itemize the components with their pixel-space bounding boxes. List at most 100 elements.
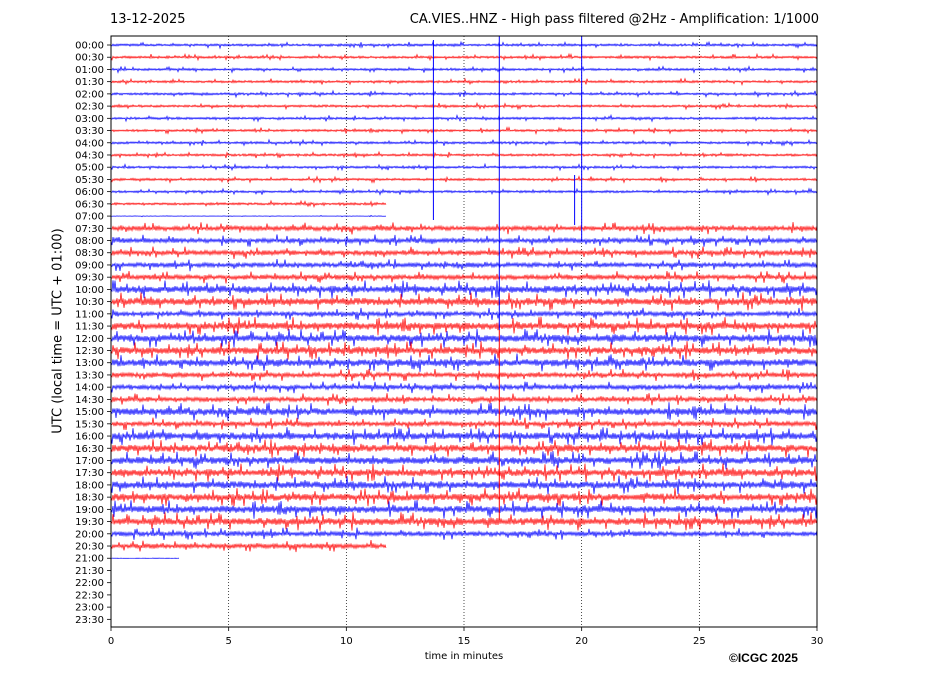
- trace-1930: [110, 512, 818, 531]
- y-tick-label-0430: 04:30: [75, 150, 104, 161]
- y-tick-label-0200: 02:00: [75, 89, 104, 100]
- trace-1400: [110, 381, 818, 394]
- y-tick-label-1900: 19:00: [75, 505, 104, 516]
- y-tick-label-0900: 09:00: [75, 260, 104, 271]
- y-tick-label-1800: 18:00: [75, 480, 104, 491]
- copyright-label: ©ICGC 2025: [729, 651, 798, 665]
- date-label: 13-12-2025: [110, 12, 186, 27]
- trace-0730: [110, 222, 818, 235]
- trace-1000: [110, 280, 818, 299]
- trace-1300: [110, 353, 818, 372]
- trace-1730: [110, 463, 818, 482]
- y-tick-label-2000: 20:00: [75, 529, 104, 540]
- y-tick-label-1000: 10:00: [75, 285, 104, 296]
- y-tick-label-1100: 11:00: [75, 309, 104, 320]
- trace-0600: [110, 187, 818, 196]
- x-tick-label-25: 25: [693, 636, 706, 647]
- trace-0500: [110, 162, 818, 172]
- y-tick-label-0000: 00:00: [75, 41, 104, 52]
- trace-1100: [110, 307, 818, 321]
- trace-0630: [110, 199, 387, 208]
- y-tick-label-0330: 03:30: [75, 126, 104, 137]
- y-tick-label-1830: 18:30: [75, 493, 104, 504]
- y-tick-label-0730: 07:30: [75, 224, 104, 235]
- trace-2030: [110, 539, 387, 553]
- trace-0130: [110, 77, 818, 87]
- trace-1430: [110, 393, 818, 406]
- trace-1700: [110, 451, 818, 470]
- y-tick-label-1730: 17:30: [75, 468, 104, 479]
- y-tick-label-0700: 07:00: [75, 212, 104, 223]
- y-tick-label-1630: 16:30: [75, 444, 104, 455]
- y-tick-label-1530: 15:30: [75, 419, 104, 430]
- trace-2000: [110, 527, 818, 540]
- vertical-gridlines: [228, 36, 700, 627]
- y-tick-label-2230: 22:30: [75, 590, 104, 601]
- x-tick-label-10: 10: [340, 636, 353, 647]
- y-tick-label-1030: 10:30: [75, 297, 104, 308]
- x-axis-label: time in minutes: [424, 651, 504, 662]
- y-tick-label-0830: 08:30: [75, 248, 104, 259]
- x-tick-label-5: 5: [225, 636, 231, 647]
- trace-1030: [110, 292, 818, 311]
- trace-1130: [110, 316, 818, 336]
- trace-1630: [110, 439, 818, 458]
- trace-0700: [110, 214, 387, 218]
- y-tick-label-0530: 05:30: [75, 175, 104, 186]
- trace-0000: [110, 40, 818, 50]
- chart-title: CA.VIES..HNZ - High pass filtered @2Hz -…: [409, 12, 819, 27]
- event-spikes: [432, 36, 583, 520]
- y-tick-label-0630: 06:30: [75, 199, 104, 210]
- trace-0330: [110, 126, 818, 135]
- trace-1800: [110, 475, 818, 495]
- y-tick-label-0400: 04:00: [75, 138, 104, 149]
- y-tick-label-1230: 12:30: [75, 346, 104, 357]
- trace-1900: [110, 500, 818, 519]
- y-tick-label-2130: 21:30: [75, 566, 104, 577]
- y-tick-label-0100: 01:00: [75, 65, 104, 76]
- trace-1530: [110, 417, 818, 431]
- y-tick-label-1930: 19:30: [75, 517, 104, 528]
- y-tick-label-1200: 12:00: [75, 334, 104, 345]
- trace-0200: [110, 89, 818, 99]
- trace-2100: [110, 557, 180, 559]
- trace-1600: [110, 426, 818, 446]
- y-tick-label-0130: 01:30: [75, 77, 104, 88]
- y-tick-label-1500: 15:00: [75, 407, 104, 418]
- x-tick-label-20: 20: [575, 636, 588, 647]
- y-tick-label-2330: 23:30: [75, 615, 104, 626]
- trace-0530: [110, 175, 818, 184]
- trace-0900: [110, 258, 818, 272]
- trace-1500: [110, 402, 818, 421]
- trace-0930: [110, 271, 818, 284]
- y-tick-label-1430: 14:30: [75, 395, 104, 406]
- trace-0300: [110, 113, 818, 123]
- y-tick-label-0500: 05:00: [75, 163, 104, 174]
- y-tick-label-1300: 13:00: [75, 358, 104, 369]
- trace-0100: [110, 65, 818, 74]
- y-tick-label-1330: 13:30: [75, 370, 104, 381]
- y-tick-label-0800: 08:00: [75, 236, 104, 247]
- trace-0230: [110, 101, 818, 111]
- y-tick-label-0030: 00:30: [75, 53, 104, 64]
- y-tick-label-1600: 16:00: [75, 432, 104, 443]
- y-tick-label-0230: 02:30: [75, 102, 104, 113]
- y-tick-label-2300: 23:00: [75, 603, 104, 614]
- seismic-traces: [110, 40, 818, 559]
- trace-1200: [110, 328, 818, 348]
- trace-1330: [110, 368, 818, 382]
- x-tick-label-15: 15: [458, 636, 471, 647]
- trace-0400: [110, 138, 818, 148]
- y-tick-label-2200: 22:00: [75, 578, 104, 589]
- trace-0030: [110, 52, 818, 62]
- trace-0800: [110, 234, 818, 247]
- y-tick-label-0930: 09:30: [75, 273, 104, 284]
- y-tick-label-1700: 17:00: [75, 456, 104, 467]
- y-tick-label-2030: 20:30: [75, 542, 104, 553]
- y-tick-label-0300: 03:00: [75, 114, 104, 125]
- trace-0830: [110, 246, 818, 259]
- x-axis-ticks: 0 5 10 15 20 25 30: [108, 627, 823, 647]
- y-tick-label-1400: 14:00: [75, 383, 104, 394]
